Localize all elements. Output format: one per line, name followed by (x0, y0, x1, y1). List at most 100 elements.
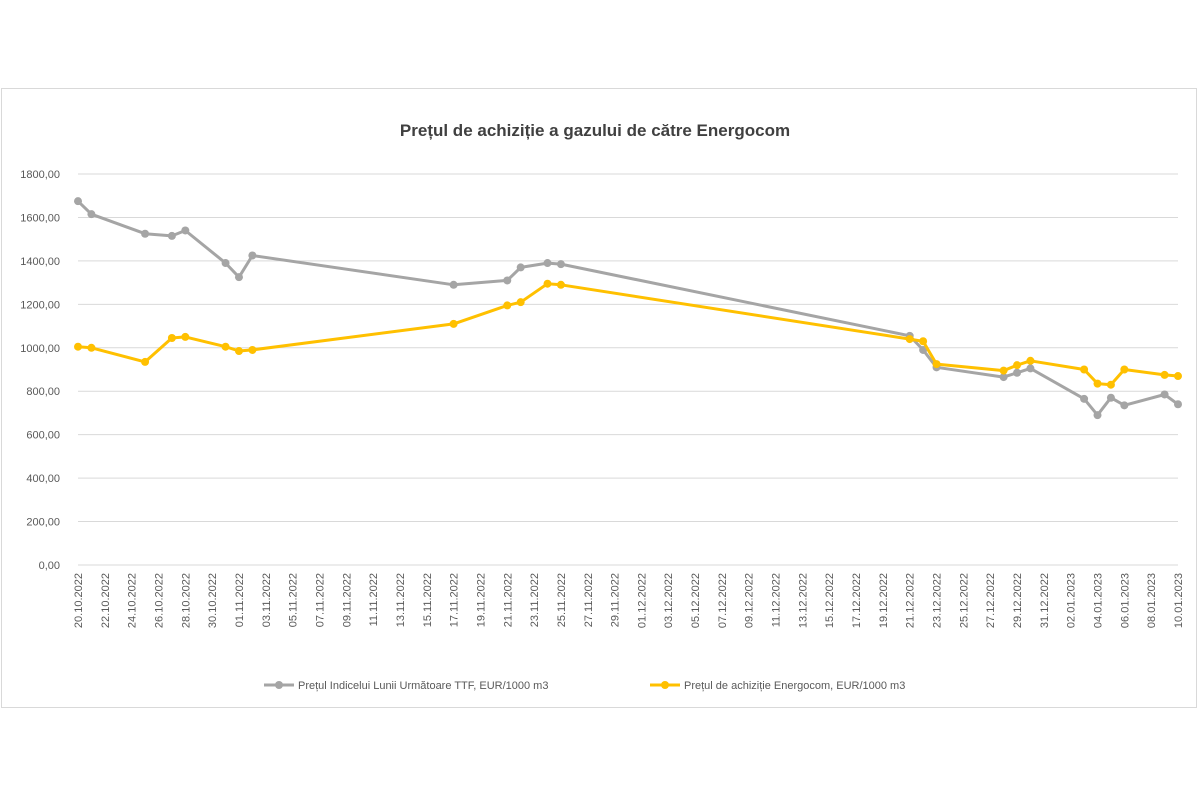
y-axis-ticks: 0,00 200,00 400,00 600,00 800,00 1000,00 1200,… (20, 169, 60, 572)
gridlines (78, 173, 1178, 566)
data-point (1160, 390, 1169, 399)
data-point (141, 357, 150, 366)
x-tick-label: 03.12.2022 (663, 573, 675, 628)
x-tick-label: 15.12.2022 (824, 573, 836, 628)
data-point (999, 373, 1008, 382)
data-point (449, 280, 458, 289)
data-point (1080, 365, 1089, 374)
data-point (1174, 372, 1182, 381)
data-point (905, 335, 914, 344)
data-point (1120, 365, 1129, 374)
data-point (87, 343, 96, 352)
data-point (556, 280, 565, 289)
x-tick-label: 09.11.2022 (341, 573, 353, 627)
data-point (1160, 370, 1169, 379)
x-tick-label: 08.01.2023 (1146, 573, 1158, 628)
x-tick-label: 25.12.2022 (958, 573, 970, 628)
data-point (1174, 400, 1182, 409)
legend-item-2: Prețul de achiziție Energocom, EUR/1000 … (650, 680, 905, 692)
data-point (74, 342, 82, 351)
data-point (167, 334, 176, 343)
y-tick-label: 0,00 (39, 560, 60, 572)
x-tick-label: 05.11.2022 (288, 573, 300, 627)
x-tick-label: 01.12.2022 (636, 573, 648, 628)
data-point (1120, 401, 1129, 410)
data-point (234, 347, 243, 356)
x-tick-label: 27.11.2022 (583, 573, 595, 627)
data-point (516, 263, 525, 272)
data-point (234, 273, 243, 282)
line-chart: Prețul de achiziție a gazului de către E… (20, 121, 1185, 692)
y-tick-label: 400,00 (26, 473, 60, 485)
series-line (77, 282, 1179, 387)
data-point (248, 251, 257, 260)
chart-frame: Prețul de achiziție a gazului de către E… (1, 88, 1197, 708)
x-tick-label: 28.10.2022 (180, 573, 192, 628)
x-tick-label: 23.12.2022 (932, 573, 944, 628)
series-line (76, 200, 1179, 417)
legend-label: Prețul Indicelui Lunii Următoare TTF, EU… (298, 680, 548, 692)
y-tick-label: 800,00 (26, 386, 60, 398)
data-point (1106, 393, 1115, 402)
x-tick-label: 21.11.2022 (502, 573, 514, 627)
x-tick-label: 24.10.2022 (127, 573, 139, 628)
data-point (181, 332, 190, 341)
x-tick-label: 11.11.2022 (368, 573, 380, 626)
x-tick-label: 17.11.2022 (449, 573, 461, 627)
data-point (181, 226, 190, 235)
y-tick-label: 200,00 (26, 517, 60, 529)
data-point (449, 319, 458, 328)
x-tick-label: 22.10.2022 (100, 573, 112, 628)
legend-label: Prețul de achiziție Energocom, EUR/1000 … (684, 680, 905, 692)
x-tick-label: 02.01.2023 (1066, 573, 1078, 628)
x-tick-label: 13.12.2022 (797, 573, 809, 628)
x-tick-label: 10.01.2023 (1173, 573, 1185, 628)
x-tick-label: 07.11.2022 (314, 573, 326, 627)
x-tick-label: 13.11.2022 (395, 573, 407, 627)
y-tick-label: 600,00 (26, 430, 60, 442)
data-point (248, 345, 257, 354)
data-point (999, 366, 1008, 375)
x-tick-label: 31.12.2022 (1039, 573, 1051, 628)
y-tick-label: 1400,00 (20, 256, 60, 268)
data-point (1026, 356, 1035, 365)
x-tick-label: 17.12.2022 (851, 573, 863, 628)
data-point (503, 301, 512, 310)
x-tick-label: 26.10.2022 (153, 573, 165, 628)
data-point (543, 279, 552, 288)
data-point (167, 231, 176, 240)
x-tick-label: 07.12.2022 (717, 573, 729, 628)
series-layer (74, 197, 1182, 420)
data-point (74, 197, 82, 206)
data-point (1026, 364, 1035, 373)
x-tick-label: 19.12.2022 (878, 573, 890, 628)
legend-item-1: Prețul Indicelui Lunii Următoare TTF, EU… (264, 680, 548, 692)
legend: Prețul Indicelui Lunii Următoare TTF, EU… (264, 680, 905, 692)
data-point (221, 342, 230, 351)
x-tick-label: 21.12.2022 (905, 573, 917, 628)
x-tick-label: 05.12.2022 (690, 573, 702, 628)
x-tick-label: 15.11.2022 (422, 573, 434, 627)
data-point (1093, 379, 1102, 388)
legend-swatch-marker (661, 681, 669, 689)
data-point (1013, 361, 1022, 370)
data-point (919, 337, 928, 346)
x-tick-label: 19.11.2022 (475, 573, 487, 627)
data-point (503, 276, 512, 285)
data-point (1013, 368, 1022, 377)
x-tick-label: 09.12.2022 (744, 573, 756, 628)
data-point (543, 259, 552, 268)
data-point (141, 229, 150, 238)
data-point (556, 260, 565, 269)
x-tick-label: 20.10.2022 (73, 573, 85, 628)
data-point (932, 360, 941, 369)
x-tick-label: 25.11.2022 (556, 573, 568, 627)
x-tick-label: 01.11.2022 (234, 573, 246, 627)
chart-title: Prețul de achiziție a gazului de către E… (400, 121, 790, 140)
y-tick-label: 1800,00 (20, 169, 60, 181)
y-tick-label: 1000,00 (20, 343, 60, 355)
x-tick-label: 30.10.2022 (207, 573, 219, 628)
data-point (1106, 380, 1115, 389)
legend-swatch-marker (275, 681, 283, 689)
y-tick-label: 1200,00 (20, 299, 60, 311)
